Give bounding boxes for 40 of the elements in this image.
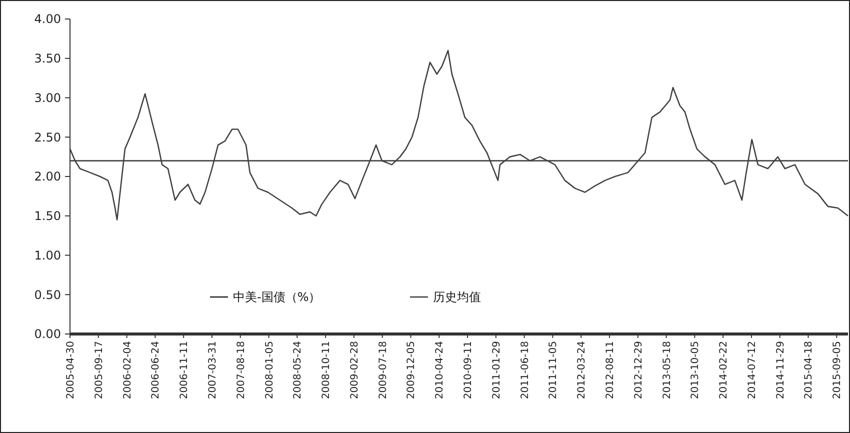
- x-tick-label: 2014-02-22: [718, 341, 730, 400]
- y-tick-label: 3.00: [34, 90, 61, 105]
- x-tick-label: 2011-11-05: [548, 341, 560, 400]
- legend-label: 历史均值: [433, 290, 481, 304]
- y-tick-label: 2.50: [34, 130, 61, 144]
- x-tick-label: 2009-07-18: [378, 341, 389, 400]
- x-tick-label: 2006-06-24: [150, 341, 162, 400]
- x-tick-label: 2009-02-28: [349, 341, 360, 400]
- y-tick-label: 2.00: [34, 170, 61, 184]
- x-tick-label: 2013-10-05: [690, 341, 702, 400]
- x-tick-label: 2005-04-30: [66, 341, 76, 400]
- x-tick-label: 2009-12-05: [406, 341, 418, 400]
- x-tick-label: 2008-10-11: [321, 341, 332, 400]
- x-tick-label: 2011-01-29: [491, 341, 502, 400]
- y-tick-label: 3.50: [34, 52, 61, 66]
- x-tick-label: 2012-12-29: [633, 341, 644, 400]
- y-tick-label: 0.00: [34, 327, 61, 342]
- y-tick-label: 0.50: [34, 288, 61, 302]
- x-tick-label: 2012-03-24: [576, 341, 588, 400]
- x-tick-label: 2006-11-11: [179, 341, 190, 400]
- x-tick-label: 2008-05-24: [292, 341, 304, 400]
- x-tick-label: 2012-08-11: [604, 341, 616, 400]
- line-series: [69, 50, 849, 220]
- x-tick-label: 2007-08-18: [236, 341, 247, 400]
- x-tick-label: 2010-09-11: [463, 341, 474, 400]
- x-tick-label: 2007-03-31: [207, 341, 218, 400]
- x-tick-label: 2013-05-18: [662, 341, 673, 400]
- legend-label: 中美-国债（%）: [233, 290, 321, 304]
- x-tick-label: 2014-11-29: [775, 341, 786, 400]
- x-tick-label: 2010-04-24: [434, 341, 446, 400]
- x-tick-label: 2005-09-17: [94, 341, 105, 400]
- x-tick-label: 2015-04-18: [804, 341, 815, 400]
- y-tick-label: 1.50: [34, 209, 61, 224]
- y-tick-label: 4.00: [34, 12, 61, 26]
- x-tick-label: 2014-07-12: [746, 341, 758, 400]
- x-tick-label: 2015-09-05: [832, 341, 844, 400]
- x-tick-label: 2008-01-05: [264, 341, 276, 400]
- x-tick-label: 2006-02-04: [122, 341, 134, 400]
- x-tick-label: 2011-06-18: [520, 341, 531, 400]
- y-tick-label: 1.00: [34, 248, 61, 262]
